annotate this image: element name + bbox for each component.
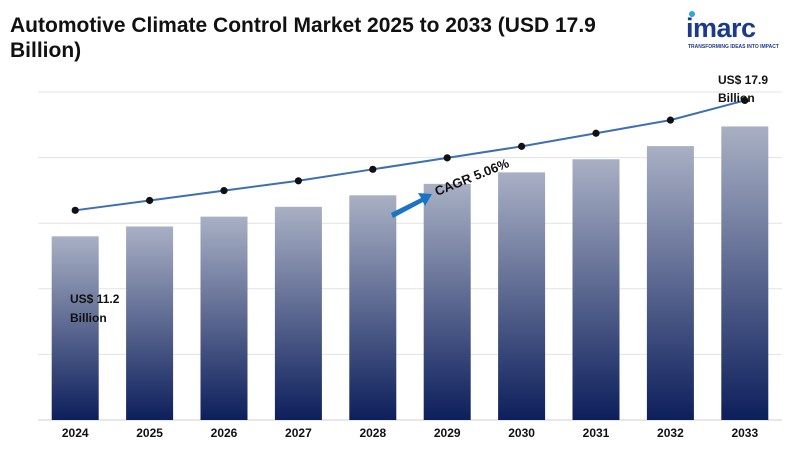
trend-marker-2029 — [443, 154, 451, 162]
x-tick-label-2032: 2032 — [657, 426, 684, 440]
trend-marker-2024 — [71, 206, 79, 214]
logo-graphic: imarc TRANSFORMING IDEAS INTO IMPACT — [686, 11, 779, 50]
trend-marker-2026 — [220, 187, 228, 195]
bar-2025 — [126, 226, 174, 420]
bar-2029 — [423, 183, 471, 420]
trend-marker-2032 — [666, 116, 675, 124]
bar-2027 — [274, 206, 322, 420]
trend-marker-2028 — [369, 165, 377, 173]
x-tick-label-2025: 2025 — [136, 426, 163, 440]
svg-text:TRANSFORMING IDEAS INTO IMPACT: TRANSFORMING IDEAS INTO IMPACT — [688, 44, 779, 50]
start-value-label-line2: Billion — [70, 311, 107, 325]
trend-marker-2031 — [592, 129, 600, 137]
bar-2033 — [721, 126, 769, 420]
trend-marker-2027 — [294, 177, 302, 185]
bar-2032 — [646, 146, 694, 420]
imarc-logo: imarc TRANSFORMING IDEAS INTO IMPACT — [680, 8, 792, 52]
start-value-label-line1: US$ 11.2 — [70, 292, 120, 306]
x-tick-label-2030: 2030 — [508, 426, 535, 440]
svg-text:imarc: imarc — [686, 13, 756, 43]
trend-marker-2025 — [146, 196, 154, 205]
trend-line-group — [71, 96, 749, 214]
x-tick-label-2028: 2028 — [359, 426, 386, 440]
bar-2030 — [498, 172, 546, 420]
bar-2024 — [51, 236, 99, 420]
bar-2026 — [200, 216, 248, 420]
end-value-label-line2: Billion — [718, 91, 755, 105]
x-tick-label-2024: 2024 — [62, 426, 89, 440]
trend-marker-2033 — [741, 96, 749, 105]
x-axis-ticks: 2024 2025 2026 2027 2028 2029 2030 2031 2032 2033 — [62, 426, 759, 440]
cagr-arrow-icon — [391, 193, 432, 218]
bar-2028 — [349, 195, 397, 420]
trend-line — [75, 99, 746, 212]
chart-title: Automotive Climate Control Market 2025 t… — [10, 14, 596, 62]
x-tick-label-2027: 2027 — [285, 426, 312, 440]
end-value-label-line1: US$ 17.9 — [718, 73, 768, 87]
trend-marker-2030 — [518, 142, 526, 150]
bar-2031 — [572, 159, 620, 421]
x-tick-label-2026: 2026 — [211, 426, 238, 440]
x-tick-label-2031: 2031 — [583, 426, 610, 440]
x-tick-label-2029: 2029 — [434, 426, 461, 440]
x-tick-label-2033: 2033 — [731, 426, 758, 440]
bars — [51, 126, 769, 421]
